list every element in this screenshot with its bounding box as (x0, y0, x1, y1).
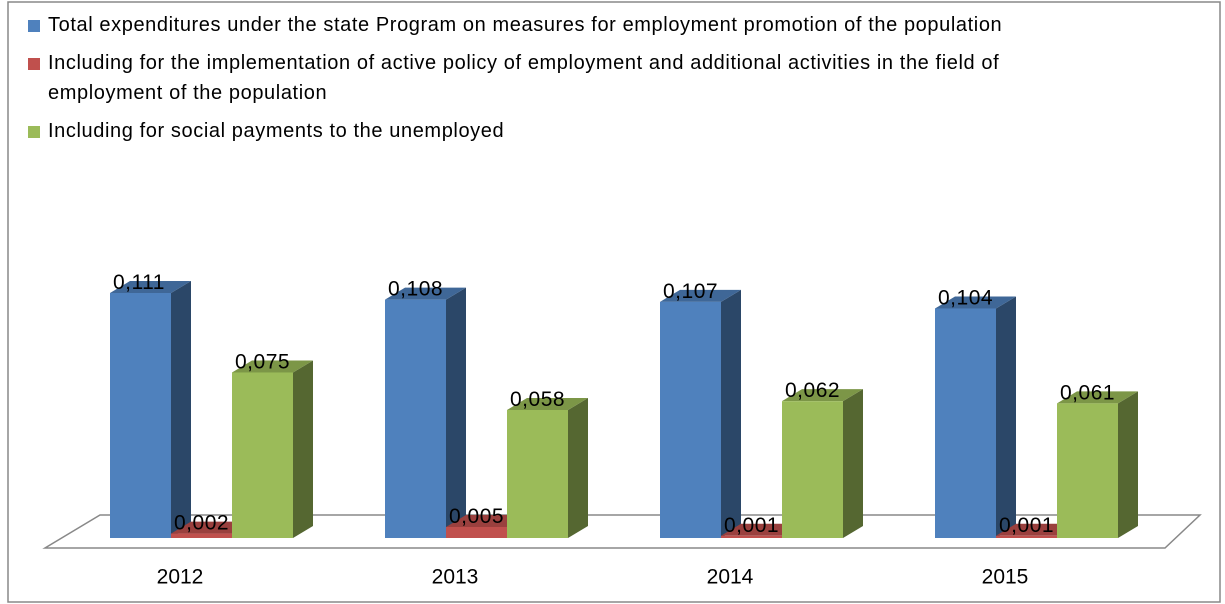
bar (721, 535, 782, 538)
legend-item: Including for the implementation of acti… (26, 48, 1086, 108)
data-label: 0,061 (1060, 381, 1115, 404)
legend-label: Including for social payments to the une… (48, 120, 505, 142)
bar-side (996, 296, 1016, 538)
data-label: 0,005 (449, 505, 504, 528)
bar-top (721, 523, 802, 536)
x-tick-label: 2012 (157, 566, 204, 589)
bar-top (1057, 391, 1138, 404)
bar-top (935, 296, 1016, 309)
legend-item: Including for social payments to the une… (26, 116, 1086, 146)
data-label: 0,062 (785, 379, 840, 402)
bar-side (843, 389, 863, 538)
bar (782, 401, 843, 538)
data-label: 0,108 (388, 278, 443, 301)
legend-label: Total expenditures under the state Progr… (48, 14, 1003, 36)
bar-side (293, 360, 313, 538)
floor (42, 514, 1202, 549)
bar-top (782, 389, 863, 402)
bar-top (996, 523, 1077, 536)
data-label: 0,058 (510, 388, 565, 411)
bar (507, 409, 568, 538)
x-tick-label: 2014 (707, 566, 754, 589)
legend-swatch (28, 126, 40, 138)
data-label: 0,107 (663, 280, 718, 303)
data-label: 0,001 (724, 514, 779, 537)
bar-side (446, 287, 466, 538)
x-tick-label: 2013 (432, 566, 479, 589)
bar-side (171, 281, 191, 538)
bar (171, 533, 232, 538)
bar-top (507, 397, 588, 410)
bar (446, 526, 507, 538)
legend-item: Total expenditures under the state Progr… (26, 10, 1086, 40)
bar (385, 299, 446, 538)
bar (996, 535, 1057, 538)
bar (935, 308, 996, 538)
data-label: 0,002 (174, 512, 229, 535)
legend-swatch (28, 58, 40, 70)
bar (1057, 403, 1118, 538)
bar (232, 372, 293, 538)
data-label: 0,104 (938, 286, 993, 309)
chart-border (7, 1, 1221, 603)
data-label: 0,111 (113, 271, 165, 294)
bar (660, 301, 721, 538)
bar-top (446, 514, 527, 527)
bar-top (171, 521, 252, 534)
bar-top (660, 289, 741, 302)
bar-side (568, 397, 588, 538)
legend: Total expenditures under the state Progr… (26, 10, 1086, 154)
bar-side (721, 289, 741, 538)
bar-top (110, 281, 191, 293)
data-label: 0,075 (235, 350, 290, 373)
legend-swatch (28, 20, 40, 32)
bar-top (385, 287, 466, 300)
bar (110, 293, 171, 538)
bar-side (1118, 391, 1138, 538)
data-label: 0,001 (999, 514, 1054, 537)
bar-top (232, 360, 313, 373)
legend-label: Including for the implementation of acti… (48, 52, 1000, 104)
x-tick-label: 2015 (982, 566, 1029, 589)
